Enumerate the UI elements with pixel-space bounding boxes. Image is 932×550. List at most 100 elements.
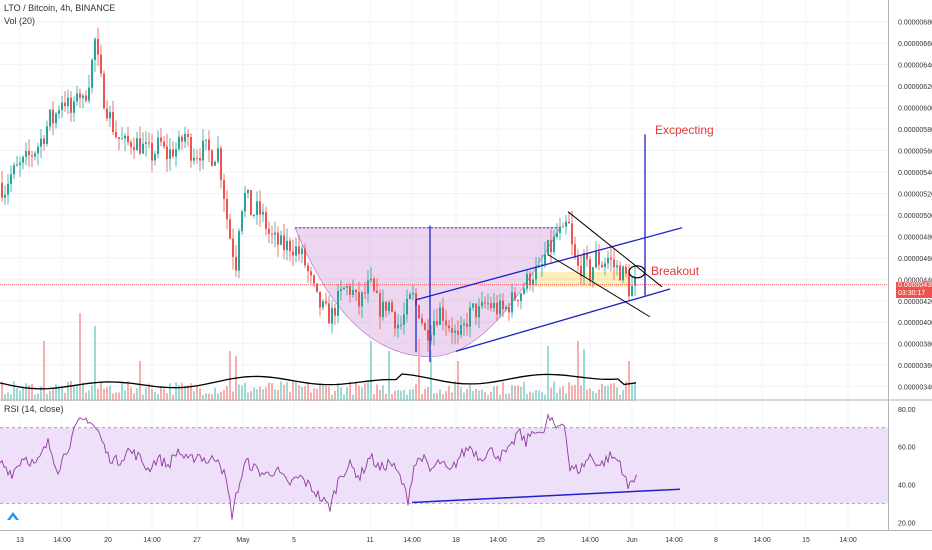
- volume-bar: [250, 391, 252, 401]
- volume-bar: [490, 391, 492, 401]
- candle-body: [7, 183, 9, 195]
- volume-bar: [616, 387, 618, 401]
- candle-body: [304, 248, 306, 266]
- volume-bar: [502, 381, 504, 401]
- volume-bar: [136, 388, 138, 401]
- volume-bar: [40, 386, 42, 401]
- volume-bar: [631, 384, 633, 401]
- candle-body: [361, 292, 363, 307]
- candle-body: [433, 321, 435, 336]
- volume-bar: [112, 393, 114, 401]
- candle-body: [121, 138, 123, 140]
- candle-body: [520, 293, 522, 302]
- volume-bar: [355, 381, 357, 401]
- volume-bar: [340, 387, 342, 401]
- volume-bar: [523, 381, 525, 401]
- volume-bar: [283, 384, 285, 401]
- tradingview-logo-icon[interactable]: [7, 511, 19, 520]
- volume-bar: [13, 381, 15, 401]
- volume-bar: [373, 394, 375, 401]
- candle-body: [463, 323, 465, 326]
- volume-bar: [106, 387, 108, 401]
- volume-bar: [436, 393, 438, 401]
- volume-bar: [391, 393, 393, 401]
- candle-body: [4, 194, 6, 198]
- volume-bar: [175, 382, 177, 401]
- candle-body: [52, 109, 54, 124]
- candle-body: [445, 320, 447, 326]
- volume-bar: [625, 381, 627, 401]
- candle-body: [16, 164, 18, 166]
- candle-body: [163, 141, 165, 147]
- candle-body: [82, 95, 84, 98]
- candle-body: [274, 232, 276, 235]
- candle-body: [601, 264, 603, 268]
- candle-body: [310, 271, 312, 276]
- rsi-indicator-label[interactable]: RSI (14, close): [4, 404, 64, 414]
- volume-bar: [304, 385, 306, 401]
- candle-body: [406, 298, 408, 315]
- candle-body: [25, 151, 27, 157]
- volume-bar: [181, 382, 183, 401]
- candle-body: [502, 300, 504, 309]
- volume-bar: [226, 385, 228, 401]
- candle-body: [391, 302, 393, 312]
- candle-body: [454, 330, 456, 333]
- volume-bar: [61, 386, 63, 401]
- volume-bar: [88, 390, 90, 401]
- candle-body: [442, 307, 444, 321]
- volume-bar: [202, 394, 204, 401]
- candle-body: [13, 165, 15, 175]
- volume-bar: [484, 392, 486, 401]
- time-tick-label: 25: [537, 537, 545, 544]
- candle-body: [511, 292, 513, 313]
- time-tick-label: 8: [714, 537, 718, 544]
- volume-bar: [358, 385, 360, 401]
- volume-indicator-label[interactable]: Vol (20): [4, 16, 36, 26]
- volume-bar: [37, 393, 39, 401]
- volume-bar: [244, 382, 246, 401]
- candle-body: [160, 137, 162, 142]
- candle-body: [169, 149, 171, 160]
- volume-bar: [367, 382, 369, 401]
- volume-bar: [370, 341, 372, 401]
- candle-body: [103, 73, 105, 109]
- candle-body: [34, 153, 36, 157]
- candle-body: [118, 137, 120, 139]
- time-tick-label: 14:00: [53, 537, 71, 544]
- volume-bar: [619, 394, 621, 401]
- candle-body: [259, 201, 261, 215]
- volume-bar: [613, 383, 615, 401]
- candle-body: [79, 93, 81, 98]
- candle-body: [505, 307, 507, 309]
- channel-upper-line: [415, 227, 683, 301]
- candle-body: [250, 190, 252, 216]
- candle-body: [145, 142, 147, 144]
- candle-body: [151, 143, 153, 161]
- candle-body: [334, 307, 336, 316]
- volume-bar: [328, 386, 330, 401]
- candle-body: [424, 323, 426, 330]
- volume-bar: [160, 386, 162, 401]
- volume-bar: [298, 385, 300, 401]
- candle-body: [40, 138, 42, 147]
- candle-body: [592, 267, 594, 281]
- volume-bar: [505, 393, 507, 401]
- volume-bar: [52, 389, 54, 401]
- volume-bar: [1, 381, 3, 401]
- time-tick-label: 13: [16, 537, 24, 544]
- symbol-title[interactable]: LTO / Bitcoin, 4h, BINANCE: [4, 3, 116, 13]
- volume-bar: [463, 392, 465, 401]
- candle-body: [550, 240, 552, 253]
- candle-body: [226, 198, 228, 220]
- volume-bar: [229, 351, 231, 401]
- candle-body: [184, 133, 186, 142]
- price-tick-label: 0.00000500: [898, 213, 932, 220]
- volume-bar: [301, 387, 303, 401]
- volume-bar: [34, 394, 36, 401]
- candle-body: [517, 299, 519, 302]
- volume-bar: [472, 391, 474, 401]
- volume-bar: [430, 351, 432, 401]
- candle-body: [541, 264, 543, 266]
